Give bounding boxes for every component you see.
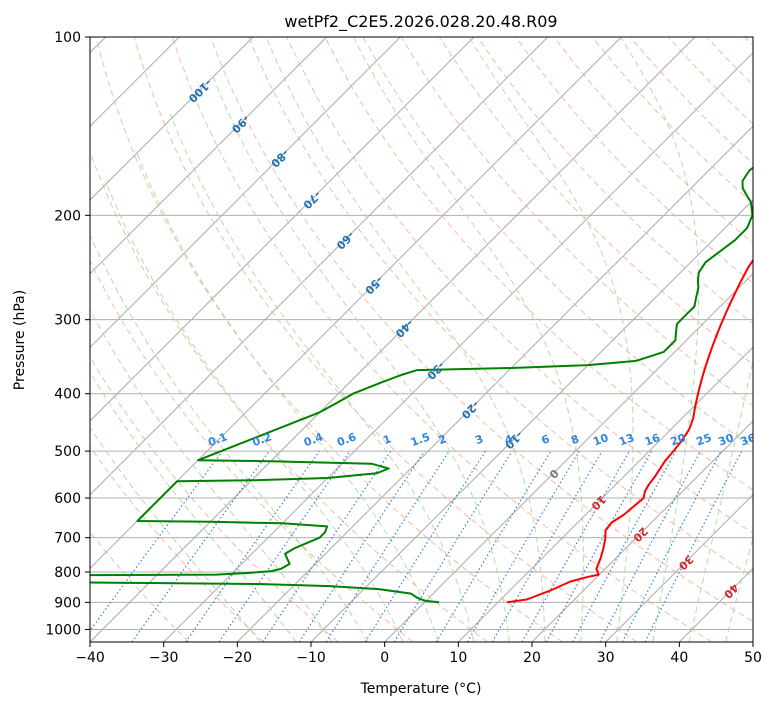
moist-adiabat-line [265, 37, 546, 642]
dry-adiabat-line [248, 37, 753, 578]
mixing-ratio-label: 2 [437, 432, 449, 447]
dry-adiabat-line [133, 37, 638, 642]
x-tick-label: 10 [449, 650, 467, 666]
y-tick-label: 600 [54, 491, 81, 507]
y-axis-label: Pressure (hPa) [12, 290, 28, 390]
isotherm-line [90, 37, 549, 496]
isotherm-line [90, 37, 328, 275]
y-tick-label: 1000 [45, 622, 81, 638]
mixing-ratio-label: 3 [473, 432, 485, 447]
dry-adiabat-line [515, 37, 753, 284]
x-tick-label: 40 [670, 650, 688, 666]
mixing-ratio-label: 25 [695, 431, 714, 448]
mixing-ratio-label: 0.6 [335, 430, 358, 449]
x-tick-label: −20 [223, 650, 253, 666]
moist-adiabat-line [90, 233, 369, 642]
mixing-ratio-line [644, 450, 743, 642]
mixing-ratio-line [325, 450, 450, 642]
moist-adiabat-line [105, 180, 404, 642]
mixing-ratio-line [393, 450, 513, 642]
dry-adiabat-line [95, 37, 563, 642]
x-tick-label: 20 [523, 650, 541, 666]
mixing-ratio-line [262, 450, 392, 642]
moist-adiabat-line [688, 358, 753, 642]
x-tick-label: −30 [149, 650, 179, 666]
isotherm-line [163, 51, 753, 642]
x-tick-label: 50 [744, 650, 762, 666]
plot-frame [89, 36, 754, 643]
mixing-ratio-label: 0.1 [206, 430, 229, 449]
chart-title: wetPf2_C2E5.2026.028.20.48.R09 [284, 12, 557, 32]
x-axis-label: Temperature (°C) [360, 681, 482, 697]
y-tick-label: 500 [54, 444, 81, 460]
isotherm-line [90, 37, 401, 349]
mixing-ratio-line [572, 450, 677, 642]
moist-adiabat-line [169, 114, 475, 642]
dry-adiabat-line [286, 37, 753, 534]
x-tick-label: 0 [380, 650, 389, 666]
y-tick-label: 900 [54, 595, 81, 611]
mixing-ratio-line [90, 450, 223, 632]
mixing-ratio-label: 8 [569, 432, 581, 447]
moist-adiabat-line [211, 72, 510, 642]
dry-adiabat-line [90, 259, 414, 642]
isotherm-line [90, 37, 254, 201]
isotherm-line [457, 346, 753, 642]
plot-area: -100-90-80-70-60-50-40-30-20-10010203040… [90, 37, 758, 642]
moist-adiabat-line [353, 37, 584, 642]
y-tick-label: 700 [54, 531, 81, 547]
mixing-ratio-label: 30 [717, 431, 736, 449]
mixing-ratio-label: 20 [669, 431, 688, 449]
dry-adiabat-line [90, 356, 339, 642]
isotherm-line [90, 37, 622, 570]
mixing-ratio-label: 16 [643, 431, 662, 449]
mixing-ratio-label: 1.5 [409, 430, 432, 449]
dry-adiabat-line [324, 37, 753, 491]
x-tick-label: −10 [296, 650, 326, 666]
isotherm-line [605, 493, 753, 642]
moist-adiabat-line [135, 149, 439, 642]
y-tick-label: 400 [54, 387, 81, 403]
mixing-ratio-line [545, 450, 653, 642]
mixing-ratio-label: 13 [617, 431, 636, 448]
moist-adiabat-line [725, 536, 753, 642]
mixing-ratio-line [298, 450, 425, 642]
isotherm-line [236, 125, 753, 642]
dry-adiabat-line [171, 37, 712, 642]
isotherm-line [384, 272, 753, 642]
mixing-ratio-line [131, 450, 270, 642]
mixing-ratio-line [218, 450, 351, 642]
mixing-ratio-line [185, 450, 320, 642]
mixing-ratio-label: 0.4 [302, 430, 325, 449]
mixing-ratio-label: 6 [540, 432, 552, 447]
isotherm-line [90, 37, 475, 422]
isotherm-line [90, 37, 696, 642]
dry-adiabat-line [90, 445, 264, 642]
mixing-ratio-line [521, 450, 631, 642]
mixing-ratio-label: 1 [381, 432, 393, 447]
mixing-ratio-label: 36 [739, 431, 758, 449]
dry-adiabat-line [210, 37, 753, 623]
x-tick-label: 30 [597, 650, 615, 666]
moist-adiabat-line [90, 308, 333, 642]
temperature-trace [506, 258, 753, 604]
mixing-ratio-label: 4 [503, 432, 515, 447]
y-tick-label: 300 [54, 313, 81, 329]
isotherm-line [531, 420, 753, 642]
y-tick-label: 100 [54, 30, 81, 46]
moist-adiabat-line [90, 426, 261, 642]
moist-adiabat-line [90, 371, 297, 642]
y-tick-label: 800 [54, 565, 81, 581]
mixing-ratio-label: 10 [591, 431, 610, 449]
y-tick-label: 200 [54, 208, 81, 224]
dewpoint-trace [90, 166, 753, 604]
mixing-ratio-label: 0.2 [251, 430, 274, 449]
x-tick-label: −40 [75, 650, 105, 666]
